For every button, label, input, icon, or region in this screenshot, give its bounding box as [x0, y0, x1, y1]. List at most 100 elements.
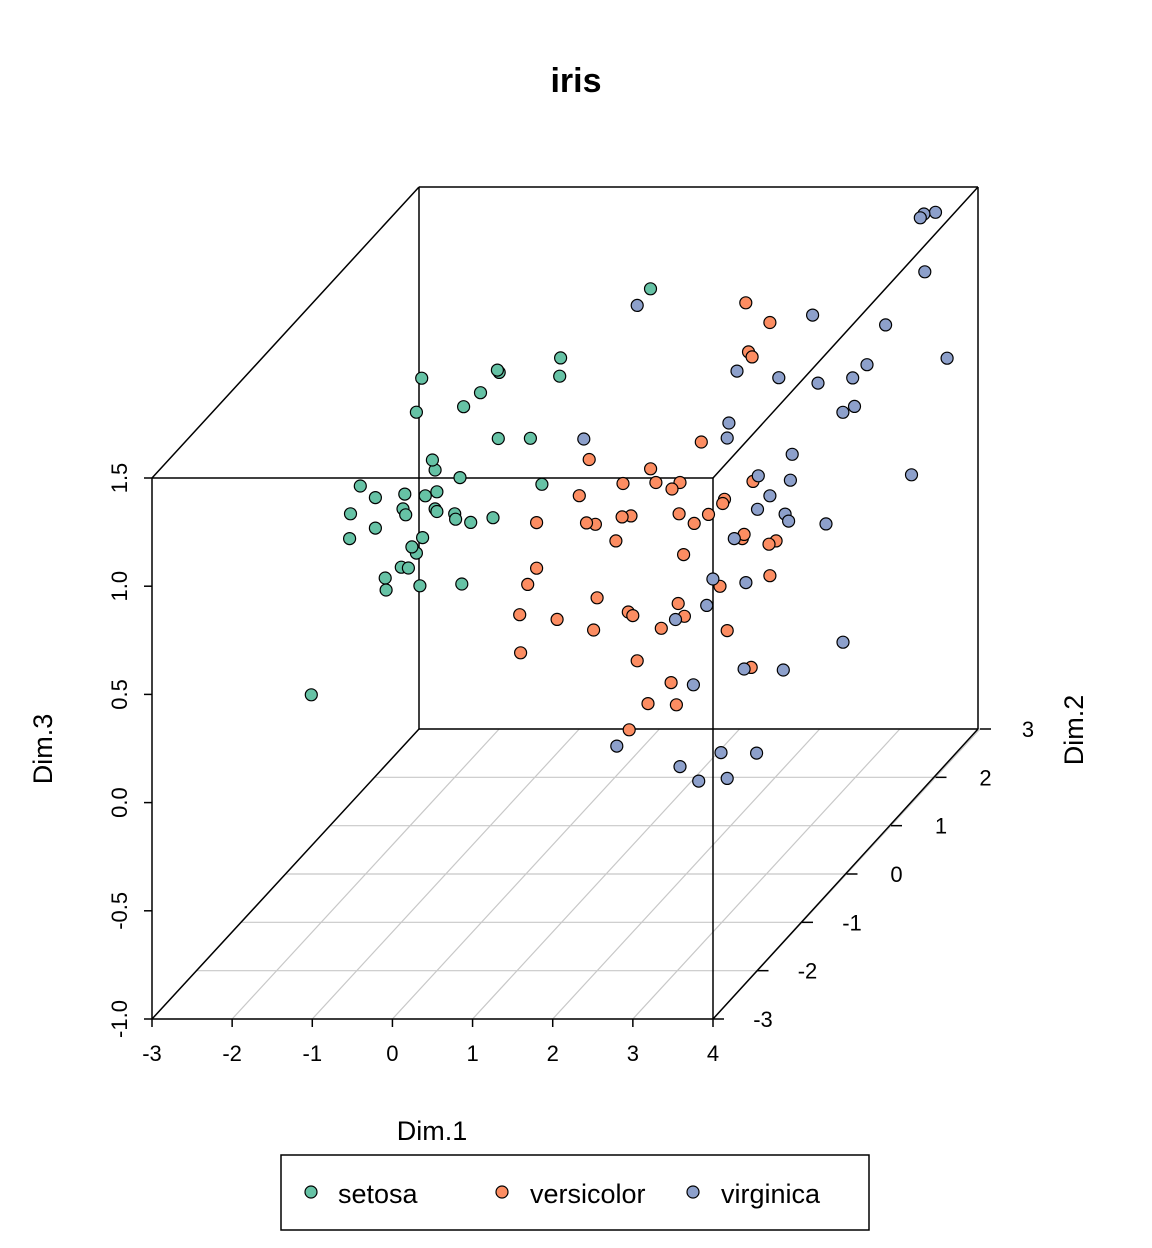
point-versicolor: [716, 496, 730, 511]
point-versicolor: [521, 577, 535, 592]
floor-grid: [151, 728, 981, 1020]
point-setosa: [425, 453, 439, 467]
point-setosa: [491, 431, 505, 446]
point-virginica: [630, 298, 644, 312]
x-tick-label: -3: [142, 1041, 162, 1066]
point-versicolor: [701, 507, 716, 522]
point-virginica: [706, 572, 720, 586]
point-setosa: [553, 351, 568, 365]
point-virginica: [730, 364, 744, 378]
point-virginica: [836, 635, 850, 649]
point-setosa: [343, 531, 357, 546]
box-floor-left-edge: [151, 728, 420, 1020]
box-frame: [151, 186, 979, 1020]
x-tick-label: 1: [466, 1041, 478, 1066]
point-virginica: [904, 468, 919, 482]
point-versicolor: [622, 723, 636, 737]
point-versicolor: [529, 561, 544, 575]
x-tick-label: 3: [627, 1041, 639, 1066]
point-setosa: [457, 400, 471, 414]
point-versicolor: [671, 596, 685, 611]
z-tick-label: 1.0: [107, 571, 132, 602]
y-tick-label: -1: [842, 910, 862, 935]
point-versicolor: [609, 534, 623, 548]
point-virginica: [577, 432, 591, 446]
x-tick-label: 4: [707, 1041, 719, 1066]
point-virginica: [878, 318, 893, 332]
legend-marker-setosa: [304, 1185, 318, 1199]
point-setosa: [418, 489, 432, 503]
point-virginica: [783, 473, 798, 487]
point-virginica: [913, 211, 927, 225]
y-axis-label: Dim.2: [1059, 695, 1089, 766]
point-virginica: [805, 308, 820, 322]
point-virginica: [847, 399, 862, 413]
point-setosa: [409, 405, 423, 419]
point-virginica: [668, 612, 683, 627]
point-versicolor: [626, 608, 640, 623]
chart-title: iris: [550, 62, 601, 100]
legend-label-versicolor: versicolor: [530, 1179, 646, 1209]
y-axis: -3 -2 -1 0 1 2 3: [713, 717, 1034, 1032]
point-versicolor: [643, 462, 658, 476]
point-versicolor: [579, 516, 594, 530]
point-versicolor: [763, 569, 777, 583]
box-floor-right-edge: [712, 728, 979, 1020]
points: [304, 205, 954, 788]
point-virginica: [772, 371, 786, 385]
point-virginica: [846, 371, 860, 385]
point-versicolor: [582, 452, 596, 467]
z-tick-label: 0.0: [107, 787, 132, 818]
z-tick-label: -0.5: [107, 892, 132, 930]
point-versicolor: [616, 476, 630, 491]
point-virginica: [819, 517, 833, 531]
point-versicolor: [654, 621, 668, 635]
point-virginica: [720, 431, 734, 445]
legend-label-setosa: setosa: [338, 1179, 419, 1209]
point-setosa: [416, 530, 430, 545]
point-virginica: [692, 774, 706, 788]
point-setosa: [401, 561, 415, 575]
point-virginica: [686, 678, 701, 692]
point-virginica: [811, 376, 825, 390]
point-setosa: [413, 579, 427, 593]
point-virginica: [940, 351, 954, 365]
x-axis: -3 -2 -1 0 1 2 3 4: [142, 1019, 719, 1066]
point-versicolor: [672, 507, 686, 521]
box-top-right-edge: [712, 186, 979, 479]
point-versicolor: [649, 475, 663, 490]
y-tick-label: -3: [753, 1007, 773, 1032]
point-setosa: [455, 577, 469, 591]
y-tick-label: -2: [798, 959, 818, 984]
point-virginica: [918, 265, 932, 279]
point-setosa: [430, 504, 444, 519]
point-setosa: [523, 431, 538, 445]
point-virginica: [720, 771, 734, 786]
box-top-left-edge: [151, 186, 420, 479]
legend-marker-versicolor: [495, 1185, 509, 1199]
point-setosa: [453, 471, 467, 485]
point-setosa: [378, 571, 392, 585]
z-tick-label: 1.5: [107, 463, 132, 494]
point-versicolor: [590, 591, 604, 605]
point-versicolor: [550, 612, 564, 627]
point-virginica: [751, 469, 765, 483]
point-versicolor: [687, 516, 701, 531]
point-setosa: [399, 508, 413, 522]
point-versicolor: [586, 623, 601, 637]
z-tick-label: 0.5: [107, 679, 132, 710]
point-virginica: [673, 759, 687, 774]
point-versicolor: [513, 608, 527, 622]
x-tick-label: -1: [303, 1041, 323, 1066]
point-versicolor: [720, 623, 734, 638]
point-versicolor: [664, 675, 678, 690]
point-versicolor: [615, 510, 629, 524]
point-setosa: [535, 477, 549, 491]
point-setosa: [430, 485, 444, 499]
point-virginica: [739, 575, 753, 590]
point-setosa: [473, 386, 488, 400]
point-setosa: [368, 491, 382, 505]
z-axis: -1.0 -0.5 0.0 0.5 1.0 1.5: [107, 463, 152, 1038]
point-setosa: [415, 371, 429, 385]
point-versicolor: [513, 646, 528, 660]
